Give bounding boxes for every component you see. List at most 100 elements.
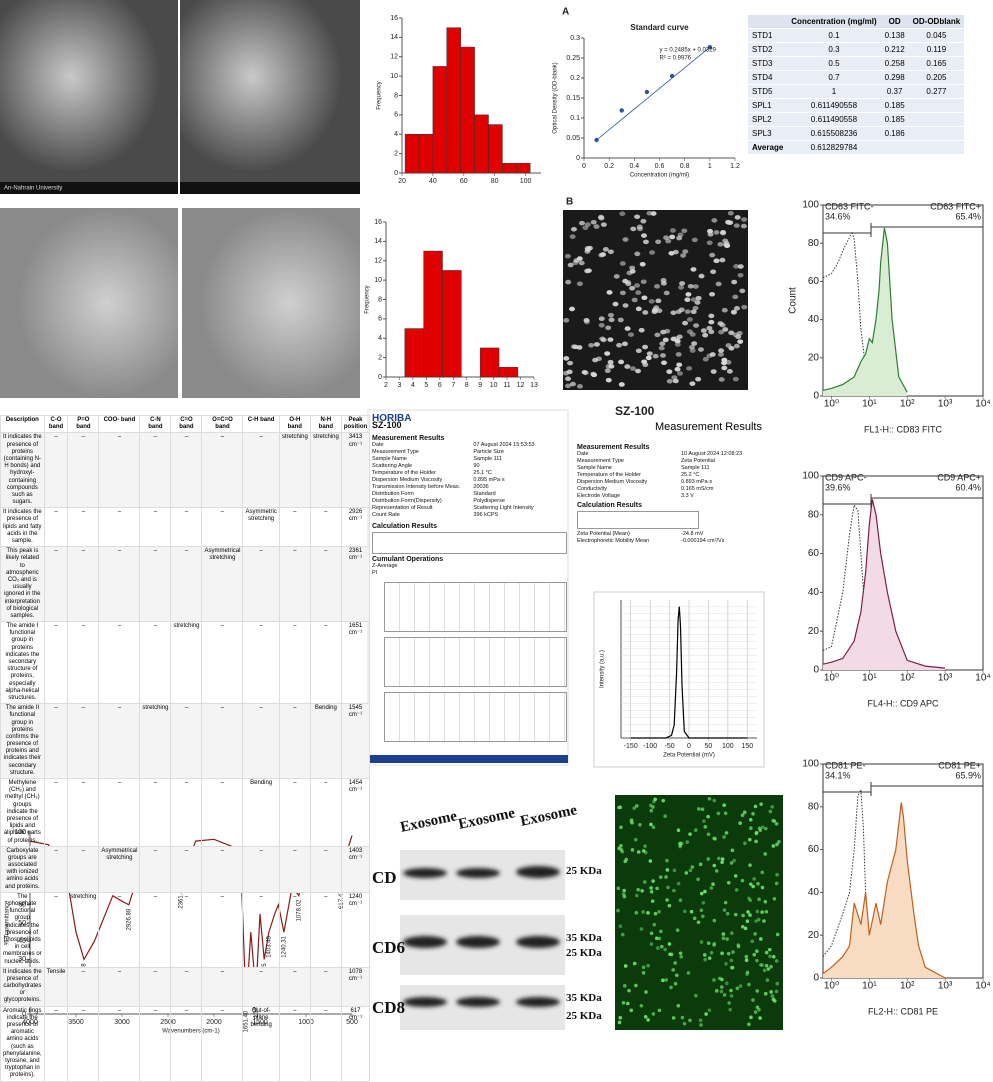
cell: [740, 924, 745, 929]
table-cell: 2926 cm⁻¹: [340, 507, 371, 548]
cell: [725, 937, 729, 941]
standard-table: Concentration (mg/ml) OD OD-ODblank STD1 0.1…: [748, 15, 965, 155]
header-cell: Peak position: [340, 414, 371, 434]
cell: [774, 881, 779, 886]
table-cell: –: [43, 778, 69, 847]
model: SZ-100: [372, 420, 402, 430]
cell: [748, 882, 753, 886]
table-cell: The phosphate functional group indicates…: [0, 891, 45, 968]
table-cell: [908, 140, 965, 155]
field-name: Date: [372, 442, 384, 448]
cell: [752, 952, 757, 957]
gate-label: CD63 FITC-: [825, 201, 874, 211]
x-tick-label: 10¹: [862, 399, 877, 410]
field-value: 10 August 2024 12:08:23: [681, 451, 743, 457]
cell: [762, 968, 767, 973]
cell: [649, 889, 654, 894]
cell: [764, 963, 769, 968]
cell: [768, 954, 772, 959]
table-cell: Bending: [242, 778, 280, 847]
nucleus: [733, 343, 740, 349]
x-axis-label: FL4-H:: CD9 APC: [867, 698, 939, 708]
nucleus: [598, 316, 605, 322]
nucleus: [608, 364, 615, 369]
cell: [772, 897, 777, 901]
table-cell: –: [309, 546, 342, 623]
nucleus: [624, 364, 631, 369]
y-tick-label: 60: [808, 276, 820, 287]
cell: [618, 805, 623, 810]
cell: [630, 848, 635, 852]
field-value: Polydisperse: [473, 498, 505, 504]
cell: [679, 954, 684, 959]
nucleus: [584, 268, 591, 274]
table-cell: 0.1: [787, 28, 881, 43]
table-cell: –: [139, 621, 172, 705]
table-cell: –: [170, 966, 203, 1007]
blot-bands: [403, 866, 560, 1007]
cell: [618, 1015, 623, 1020]
field-row: Date 07 August 2024 15:53:53: [372, 442, 567, 449]
x-tick-label: 2: [384, 382, 388, 389]
table-row: SPL3 0.615508236 0.186: [748, 126, 965, 141]
cell: [689, 909, 694, 914]
cell: [621, 1000, 626, 1005]
cell: [682, 1021, 687, 1026]
cell: [775, 981, 780, 986]
cell: [640, 889, 644, 893]
cell: [770, 994, 775, 998]
cell: [735, 986, 740, 991]
cell: [675, 928, 680, 932]
cell: [722, 908, 727, 912]
gate-label: CD63 FITC+: [930, 201, 981, 211]
field-name: Measurement Type: [577, 458, 624, 464]
x-tick-label: 10⁴: [975, 981, 990, 992]
point: [619, 108, 624, 113]
cell: [727, 1001, 731, 1005]
cell: [712, 978, 716, 982]
cell: [767, 947, 772, 952]
table-cell: –: [309, 1005, 342, 1082]
cell: [742, 810, 747, 815]
cell: [618, 924, 623, 929]
cell: [659, 929, 663, 934]
cell: [728, 1007, 732, 1012]
cell: [771, 997, 776, 1002]
field-value: Particle Size: [473, 449, 504, 455]
mini-table: [372, 532, 567, 554]
cell: [740, 813, 745, 818]
field-value: 25.2 °C: [681, 472, 700, 478]
report-graph: [384, 582, 567, 632]
table-cell: –: [170, 1005, 203, 1082]
nucleus: [602, 247, 609, 252]
cell: [663, 947, 667, 952]
cell: [730, 965, 735, 970]
cell: [703, 825, 708, 829]
x-tick-label: -150: [624, 743, 638, 750]
y-tick-label: 100: [802, 759, 819, 770]
nucleus: [599, 336, 606, 342]
nucleus: [721, 307, 728, 313]
section-heading: Cumulant Operations: [372, 556, 444, 563]
x-tick-label: 20: [398, 178, 406, 185]
cell: [623, 964, 628, 968]
y-axis-label: Frequency: [365, 285, 371, 313]
row-label: CD6: [372, 938, 406, 957]
bar: [404, 134, 420, 174]
header-cell: OD: [880, 15, 909, 29]
table-cell: –: [43, 891, 69, 968]
nucleus: [698, 273, 705, 279]
nucleus: [686, 329, 693, 334]
nucleus: [604, 368, 611, 374]
cell: [688, 868, 693, 873]
nucleus: [629, 366, 636, 371]
field-row: Electrophoretic Mobility Mean -0.000194 c…: [577, 538, 777, 545]
gate-label: CD9 APC+: [937, 472, 981, 482]
table-cell: –: [43, 546, 69, 623]
cell: [644, 990, 648, 994]
y-tick-label: 100: [802, 200, 819, 211]
x-axis-label: FL1-H:: CD83 FITC: [864, 424, 943, 434]
nucleus: [673, 336, 680, 341]
cell: [756, 881, 760, 886]
x-tick-label: -50: [665, 743, 675, 750]
